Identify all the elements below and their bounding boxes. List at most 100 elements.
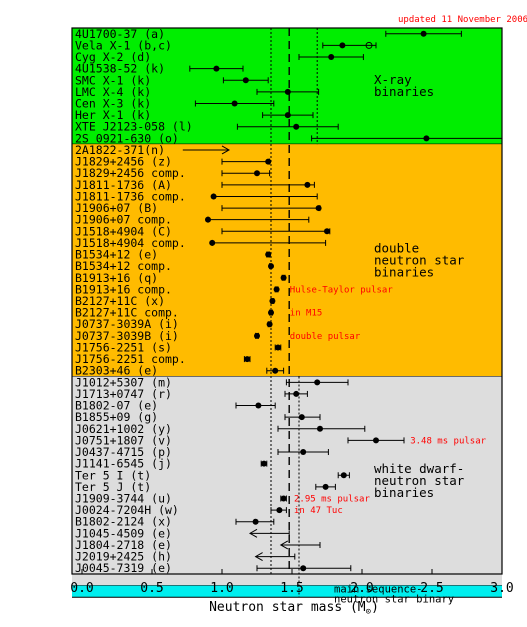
star-label: J0737-3039A (i)	[75, 317, 179, 331]
annotation: Hulse-Taylor pulsar	[290, 285, 394, 295]
limit-arrow	[279, 540, 289, 550]
star-label: 4U1700-37 (a)	[75, 27, 165, 41]
star-label: B1534+12 (e)	[75, 248, 158, 262]
data-point	[209, 239, 216, 246]
star-label: J1756-2251 (s)	[75, 340, 172, 354]
data-point	[210, 193, 217, 200]
data-points	[205, 30, 430, 572]
x-tick-label: 0.0	[70, 581, 93, 596]
x-tick-label: 0.5	[140, 581, 163, 596]
star-label: B1913+16 (q)	[75, 271, 158, 285]
group-label-wd: neutron star	[374, 473, 465, 488]
band-xray	[72, 28, 502, 145]
data-point	[255, 402, 262, 409]
open-data-point	[365, 41, 373, 49]
star-label: Her X-1 (k)	[75, 108, 151, 122]
star-labels: 4U1700-37 (a)Vela X-1 (b,c)Cyg X-2 (d)4U…	[75, 27, 193, 575]
star-label: J0621+1002 (y)	[75, 422, 172, 436]
data-point	[315, 205, 322, 212]
plot-frame	[71, 27, 503, 575]
x-axis-label-close: )	[371, 600, 379, 615]
data-point	[280, 495, 287, 502]
data-point	[266, 321, 273, 328]
annotation: double pulsar	[290, 332, 361, 342]
x-tick-label: 2.5	[420, 581, 443, 596]
data-point	[314, 379, 321, 386]
data-point	[328, 54, 335, 61]
x-tick-label: 1.0	[210, 581, 233, 596]
data-point	[273, 286, 280, 293]
group-label-xray: binaries	[374, 84, 434, 99]
x-axis-label: Neutron star mass (M⊙)	[209, 600, 379, 617]
star-label: SMC X-1 (k)	[75, 73, 151, 87]
star-label: J1906+07 comp.	[75, 213, 172, 227]
star-label: J1811-1736 comp.	[75, 189, 186, 203]
star-label: XTE J2123-058 (l)	[75, 120, 193, 134]
x-tick-label: 2.0	[350, 581, 373, 596]
data-point	[304, 181, 311, 188]
star-label: J1518+4904 (C)	[75, 224, 172, 238]
star-label: 4U1538-52 (k)	[75, 62, 165, 76]
data-point	[268, 263, 274, 270]
star-label: J1045-4509 (e)	[75, 526, 172, 540]
star-label: 2A1822-371(n)	[75, 143, 165, 157]
group-label-dns: binaries	[374, 264, 434, 279]
star-label: J1909-3744 (u)	[75, 491, 172, 505]
data-point	[276, 507, 283, 514]
x-axis-label-main: Neutron star mass (M	[209, 600, 366, 615]
data-point	[213, 65, 220, 72]
updated-note: updated 11 November 2006	[398, 15, 527, 25]
data-point	[284, 88, 291, 95]
star-label: B2127+11C (x)	[75, 294, 165, 308]
star-label: B2127+11C comp.	[75, 306, 179, 320]
x-tick-label: 1.5	[280, 581, 303, 596]
band-wd	[72, 376, 502, 586]
star-label: B2303+46 (e)	[75, 364, 158, 378]
star-label: Ter 5 J (t)	[75, 480, 151, 494]
group-label-wd: white dwarf-	[374, 461, 464, 476]
star-label: 2S 0921-630 (o)	[75, 131, 179, 145]
category-bands	[72, 28, 502, 598]
data-point	[252, 518, 259, 525]
data-point	[261, 460, 267, 467]
annotation: in M15	[290, 309, 323, 319]
group-label-ms: neutron star binary	[334, 594, 454, 606]
x-axis-label-sub: ⊙	[366, 607, 371, 617]
annotation: in 47 Tuc	[294, 506, 343, 516]
group-label-ms: main sequence-	[334, 584, 423, 596]
star-label: J2019+2425 (h)	[75, 550, 172, 564]
x-tick-label: 3.0	[490, 581, 513, 596]
data-point	[423, 135, 430, 142]
data-point	[254, 170, 260, 177]
x-axis: 0.0 0.5 1.0 1.5 2.0 2.5 3.0	[70, 569, 514, 596]
data-point	[231, 100, 238, 107]
group-label-wd: binaries	[374, 485, 434, 500]
data-point	[275, 344, 281, 351]
star-label: Cen X-3 (k)	[75, 97, 151, 111]
star-label: LMC X-4 (k)	[75, 85, 151, 99]
star-label: J1829+2456 (z)	[75, 155, 172, 169]
star-label: B1802-07 (e)	[75, 399, 158, 413]
annotations: Hulse-Taylor pulsar in M15 double pulsar 3.…	[290, 285, 487, 516]
error-bars	[182, 30, 502, 572]
data-point	[244, 356, 251, 363]
star-label: J1012+5307 (m)	[75, 375, 172, 389]
star-label: J1829+2456 comp.	[75, 166, 186, 180]
data-point	[340, 472, 347, 479]
star-label: J1804-2718 (e)	[75, 538, 172, 552]
data-point	[268, 309, 274, 316]
data-point	[265, 251, 272, 258]
band-ms	[72, 585, 502, 598]
data-point	[322, 483, 329, 490]
data-point	[339, 42, 346, 49]
star-label: Ter 5 I (t)	[75, 468, 151, 482]
data-point	[293, 123, 300, 130]
data-point	[420, 30, 427, 37]
band-dns	[72, 144, 502, 377]
star-label: J1141-6545 (j)	[75, 457, 172, 471]
star-label: B1534+12 comp.	[75, 259, 172, 273]
data-point	[373, 437, 379, 444]
group-label-dns: neutron star	[374, 252, 465, 267]
